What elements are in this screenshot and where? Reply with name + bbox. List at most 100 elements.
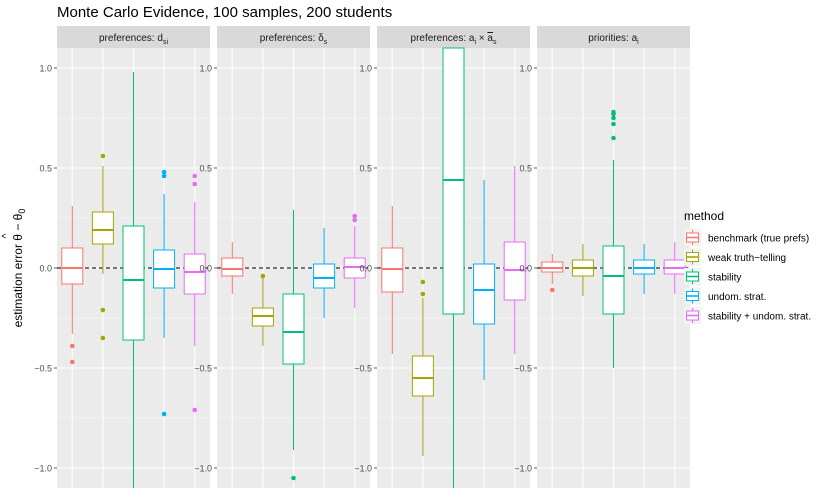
y-tick-label: −0.5 — [354, 364, 372, 374]
y-tick-label: −1.0 — [514, 464, 532, 474]
y-tick-label: 0.0 — [39, 264, 52, 274]
strip-sub: si — [163, 39, 169, 46]
y-tick-label: 1.0 — [199, 64, 212, 74]
outlier-point — [352, 213, 358, 219]
facet-strip-label: preferences: ai × as — [411, 33, 497, 46]
outlier-point — [161, 169, 167, 175]
box-iqr — [282, 293, 305, 365]
facet-panel-4: priorities: ai 1.0 0.5 0.0 −0.5 −1.0 — [514, 26, 690, 488]
facet-strip — [537, 26, 690, 48]
legend-key — [684, 248, 701, 266]
box-iqr — [122, 225, 145, 341]
legend-label: stability — [708, 273, 741, 284]
strip-sub: i — [637, 39, 639, 46]
legend-label: stability + undom. strat. — [708, 312, 811, 323]
legend-title: method — [684, 209, 724, 223]
strip-main: preferences: δ — [260, 33, 324, 44]
box-weak-truth-telling — [411, 279, 434, 456]
box-benchmark-true-prefs- — [541, 254, 564, 293]
outlier-point — [420, 291, 426, 297]
strip-sub: s — [324, 39, 328, 46]
box-iqr — [91, 211, 114, 245]
y-axis-theta-hat: θ — [11, 234, 25, 241]
strip-times: × — [476, 33, 487, 44]
chart-title: Monte Carlo Evidence, 100 samples, 200 s… — [57, 4, 392, 21]
y-tick-label: 1.0 — [519, 64, 532, 74]
y-tick-label: 0.0 — [359, 264, 372, 274]
box-benchmark-true-prefs- — [221, 242, 244, 294]
box-stability — [442, 47, 465, 488]
box-iqr — [61, 247, 84, 285]
legend-key — [684, 307, 701, 324]
box-stability — [122, 72, 145, 488]
facet-strip — [377, 26, 530, 48]
y-tick-label: 0.5 — [359, 164, 372, 174]
box-iqr — [183, 253, 206, 295]
y-tick-label: 0.5 — [39, 164, 52, 174]
outlier-point — [192, 407, 197, 413]
strip-main: priorities: a — [588, 33, 637, 44]
facet-panel-2: preferences: δs 1.0 0.5 0.0 −0.5 −1.0 — [194, 26, 370, 488]
strip-main: preferences: a — [411, 33, 475, 44]
facet-strip — [57, 26, 210, 48]
facet-strip-label: preferences: δs — [260, 33, 328, 46]
outlier-point — [291, 475, 296, 481]
outlier-point — [161, 173, 167, 179]
outlier-point — [192, 173, 197, 179]
y-tick-label: −0.5 — [34, 364, 52, 374]
y-axis-subscript: 0 — [17, 209, 27, 214]
facet-strip — [217, 26, 370, 48]
facet-panels: preferences: dsi1.00.50.0−0.5−1.0prefere… — [34, 26, 690, 488]
facet-panel-1: preferences: dsi 1.0 0.5 0.0 −0.5 −1.0 — [34, 26, 210, 488]
box-stability-undom-strat- — [503, 166, 526, 354]
outlier-point — [100, 307, 106, 313]
y-tick-label: 0.5 — [199, 164, 212, 174]
y-axis-label: estimation error θ − θ0^ — [1, 209, 27, 328]
facet-strip-label: preferences: dsi — [99, 33, 168, 46]
box-undom-strat- — [313, 228, 336, 318]
y-tick-label: −0.5 — [514, 364, 532, 374]
legend-key — [684, 287, 701, 305]
box-benchmark-true-prefs- — [381, 206, 404, 354]
strip-main: preferences: d — [99, 33, 163, 44]
legend-key — [684, 229, 701, 246]
outlier-point — [192, 181, 197, 187]
outlier-point — [611, 115, 616, 121]
outlier-point — [260, 273, 266, 279]
y-tick-label: −1.0 — [354, 464, 372, 474]
outlier-point — [611, 121, 616, 127]
box-iqr — [473, 263, 496, 325]
box-iqr — [313, 263, 336, 289]
y-tick-label: 0.0 — [519, 264, 532, 274]
y-axis-hat: ^ — [1, 233, 12, 238]
outlier-point — [611, 109, 616, 115]
y-axis-title: estimation error θ − θ0 — [11, 209, 27, 328]
outlier-point — [100, 153, 106, 159]
box-weak-truth-telling — [571, 244, 594, 296]
box-iqr — [602, 245, 625, 315]
outlier-point — [100, 335, 106, 341]
box-undom-strat- — [473, 180, 496, 380]
y-tick-label: −1.0 — [34, 464, 52, 474]
box-stability — [602, 109, 625, 368]
box-iqr — [221, 257, 244, 277]
box-undom-strat- — [153, 169, 176, 417]
facet-panel-3: preferences: ai × as 1.0 0.5 0.0 −0.5 −1.0 — [354, 26, 530, 488]
y-axis-theta0: θ — [11, 213, 25, 220]
outlier-point — [70, 343, 75, 349]
legend-key — [684, 268, 701, 285]
box-iqr — [411, 355, 434, 397]
strip-oversub: s — [493, 39, 497, 46]
strip-over: a — [487, 33, 493, 44]
outlier-point — [550, 287, 555, 293]
legend-label: weak truth−telling — [707, 253, 786, 264]
legend-label: undom. strat. — [708, 292, 766, 303]
y-tick-label: 1.0 — [39, 64, 52, 74]
box-undom-strat- — [633, 244, 656, 294]
box-stability-undom-strat- — [663, 242, 686, 294]
legend: method benchmark (true prefs) weak truth−t… — [684, 209, 811, 324]
outlier-point — [352, 217, 358, 223]
y-axis-title-text: estimation error — [11, 241, 25, 328]
box-stability — [282, 210, 305, 481]
